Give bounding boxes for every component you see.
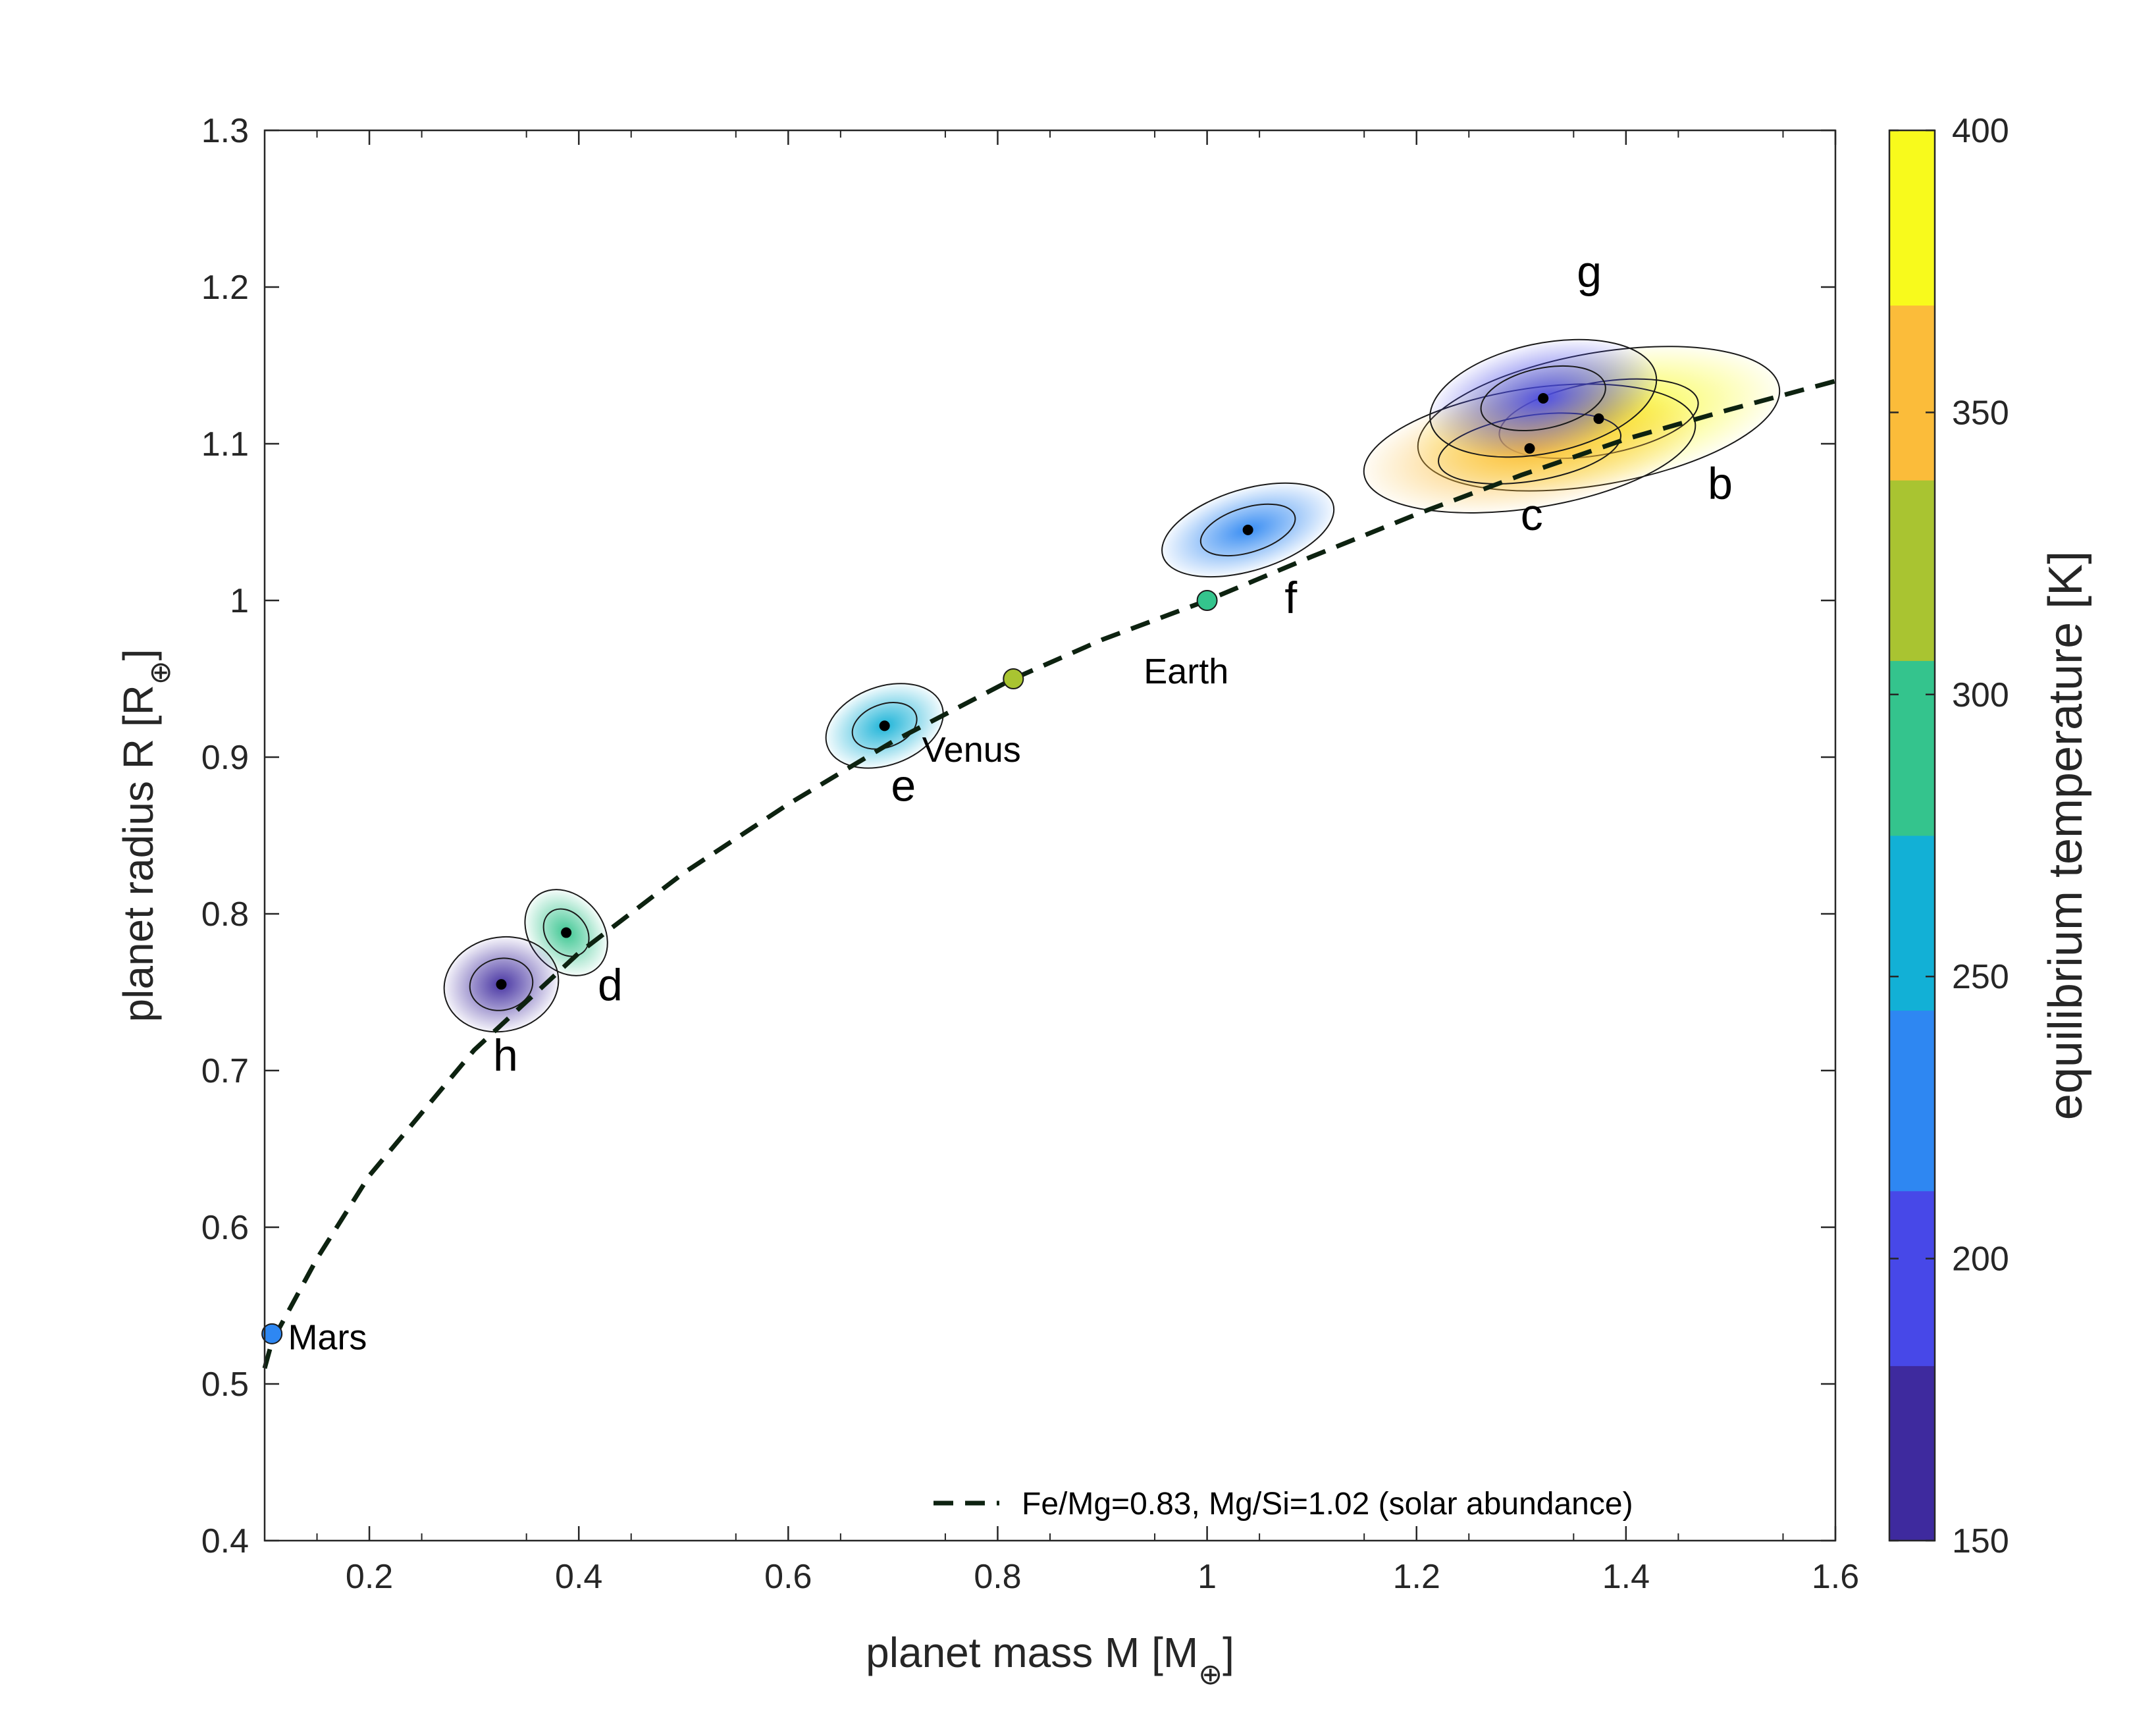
legend-label: Fe/Mg=0.83, Mg/Si=1.02 (solar abundance): [1022, 1487, 1633, 1522]
planet-label-e: e: [891, 761, 916, 811]
axis-ticks: 0.2 0.4 0.6 0.8 1 1.2 1.4 1.6 0.4 0.5 0.6 0.7 0.8 0.9…: [201, 112, 1859, 1596]
colorbar-frame: [1888, 129, 1936, 1542]
planet-label-f: f: [1284, 573, 1297, 623]
solar-system-marker-earth: [1196, 590, 1218, 611]
colorbar-tick-label: 350: [1952, 394, 2009, 432]
planet-point-b: [1593, 413, 1604, 424]
planet-label-g: g: [1577, 247, 1602, 297]
colorbar-band-338: [1889, 305, 1935, 481]
colorbar-band-212: [1889, 1010, 1935, 1192]
x-tick-label: 1.6: [1812, 1558, 1859, 1596]
contour-inner-g: [1480, 365, 1606, 432]
y-axis-label: planet radius R [R⊕]: [115, 649, 176, 1022]
planet-label-b: b: [1708, 458, 1733, 508]
y-tick-label: 1: [230, 582, 249, 620]
x-tick-label: 0.6: [764, 1558, 812, 1596]
y-tick-label: 0.7: [201, 1052, 249, 1090]
colorbar-tick-label: 400: [1952, 112, 2009, 150]
planet-label-d: d: [598, 960, 623, 1010]
colorbar-tick-label: 250: [1952, 958, 2009, 996]
planet-point-c: [1524, 443, 1535, 454]
colorbar-band-181: [1889, 1190, 1935, 1366]
colorbar-tick-label: 200: [1952, 1240, 2009, 1279]
colorbar-band-369: [1889, 130, 1935, 306]
legend: Fe/Mg=0.83, Mg/Si=1.02 (solar abundance): [933, 1487, 1633, 1522]
contour-inner-d: [542, 908, 590, 957]
model-curve-layer: [262, 379, 1836, 1369]
colorbar-band-244: [1889, 835, 1935, 1011]
colorbar-band-306: [1889, 480, 1935, 661]
markers-layer: [261, 392, 1604, 1344]
planet-point-h: [496, 979, 507, 990]
x-tick-label: 1: [1197, 1558, 1217, 1596]
planet-point-e: [879, 720, 890, 731]
y-tick-label: 1.3: [201, 112, 249, 150]
solar-system-label-venus: Venus: [922, 730, 1021, 770]
x-tick-label: 1.2: [1393, 1558, 1440, 1596]
colorbar-bands: [1889, 130, 1935, 1541]
solar-system-label-mars: Mars: [288, 1318, 367, 1358]
solar-system-marker-mars: [261, 1323, 283, 1344]
planet-point-f: [1242, 524, 1253, 535]
planet-label-h: h: [493, 1030, 518, 1080]
solar-system-label-earth: Earth: [1144, 652, 1228, 691]
y-tick-label: 0.9: [201, 739, 249, 777]
y-tick-label: 0.4: [201, 1522, 249, 1560]
x-tick-label: 1.4: [1602, 1558, 1650, 1596]
colorbar-label: equilibrium temperature [K]: [2039, 551, 2092, 1120]
colorbar-band-275: [1889, 660, 1935, 836]
model-curve-line: [262, 379, 1836, 1369]
contour-inner-e: [851, 702, 918, 750]
colorbar-tick-label: 150: [1952, 1522, 2009, 1560]
contour-inner-h: [469, 957, 534, 1011]
planet-point-d: [561, 927, 572, 938]
y-tick-label: 0.5: [201, 1365, 249, 1404]
y-tick-label: 1.2: [201, 269, 249, 307]
x-tick-label: 0.8: [974, 1558, 1021, 1596]
colorbar-band-150: [1889, 1365, 1935, 1541]
y-tick-label: 1.1: [201, 425, 249, 464]
y-tick-label: 0.6: [201, 1209, 249, 1247]
x-tick-label: 0.2: [346, 1558, 393, 1596]
y-tick-label: 0.8: [201, 895, 249, 934]
planet-label-c: c: [1521, 490, 1543, 540]
planet-point-g: [1538, 392, 1549, 404]
x-tick-label: 0.4: [555, 1558, 602, 1596]
colorbar-ticks: 150 200 250 300 350 400: [1889, 112, 2009, 1560]
x-axis-label: planet mass M [M⊕]: [866, 1629, 1234, 1691]
colorbar: 150 200 250 300 350 400 equilibrium temperatu…: [1888, 112, 2092, 1560]
contour-inner-f: [1199, 503, 1296, 557]
colorbar-tick-label: 300: [1952, 676, 2009, 714]
labels-layer: b c d e f g h Mars Venus Earth: [288, 247, 1733, 1358]
solar-system-marker-venus: [1003, 668, 1024, 689]
